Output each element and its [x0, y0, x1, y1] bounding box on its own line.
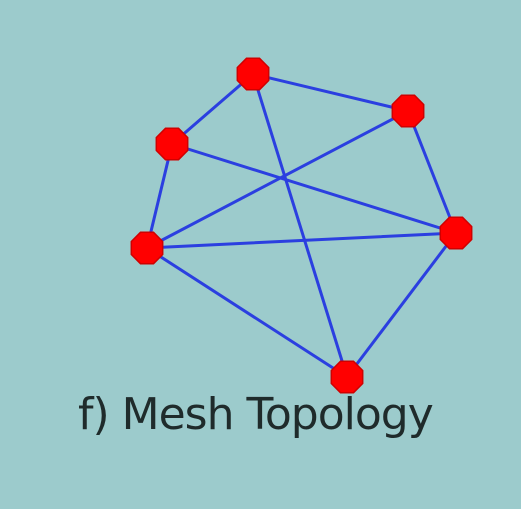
link-n4-n5 [145, 231, 458, 250]
link-n3-n5 [406, 109, 458, 235]
link-n2-n5 [170, 142, 458, 235]
link-n5-n6 [345, 231, 458, 379]
link-n2-n4 [145, 142, 174, 250]
nodes [130, 57, 473, 394]
link-n1-n6 [251, 72, 349, 379]
node-n4 [130, 231, 164, 265]
link-n4-n6 [145, 246, 349, 379]
node-n3 [391, 94, 425, 128]
node-n5 [439, 216, 473, 250]
diagram-caption: f) Mesh Topology [78, 389, 434, 440]
links [145, 72, 458, 379]
link-n1-n3 [251, 72, 410, 113]
node-n1 [236, 57, 270, 91]
link-n1-n2 [170, 72, 255, 146]
link-n3-n4 [145, 109, 410, 250]
node-n2 [155, 127, 189, 161]
node-n6 [330, 360, 364, 394]
